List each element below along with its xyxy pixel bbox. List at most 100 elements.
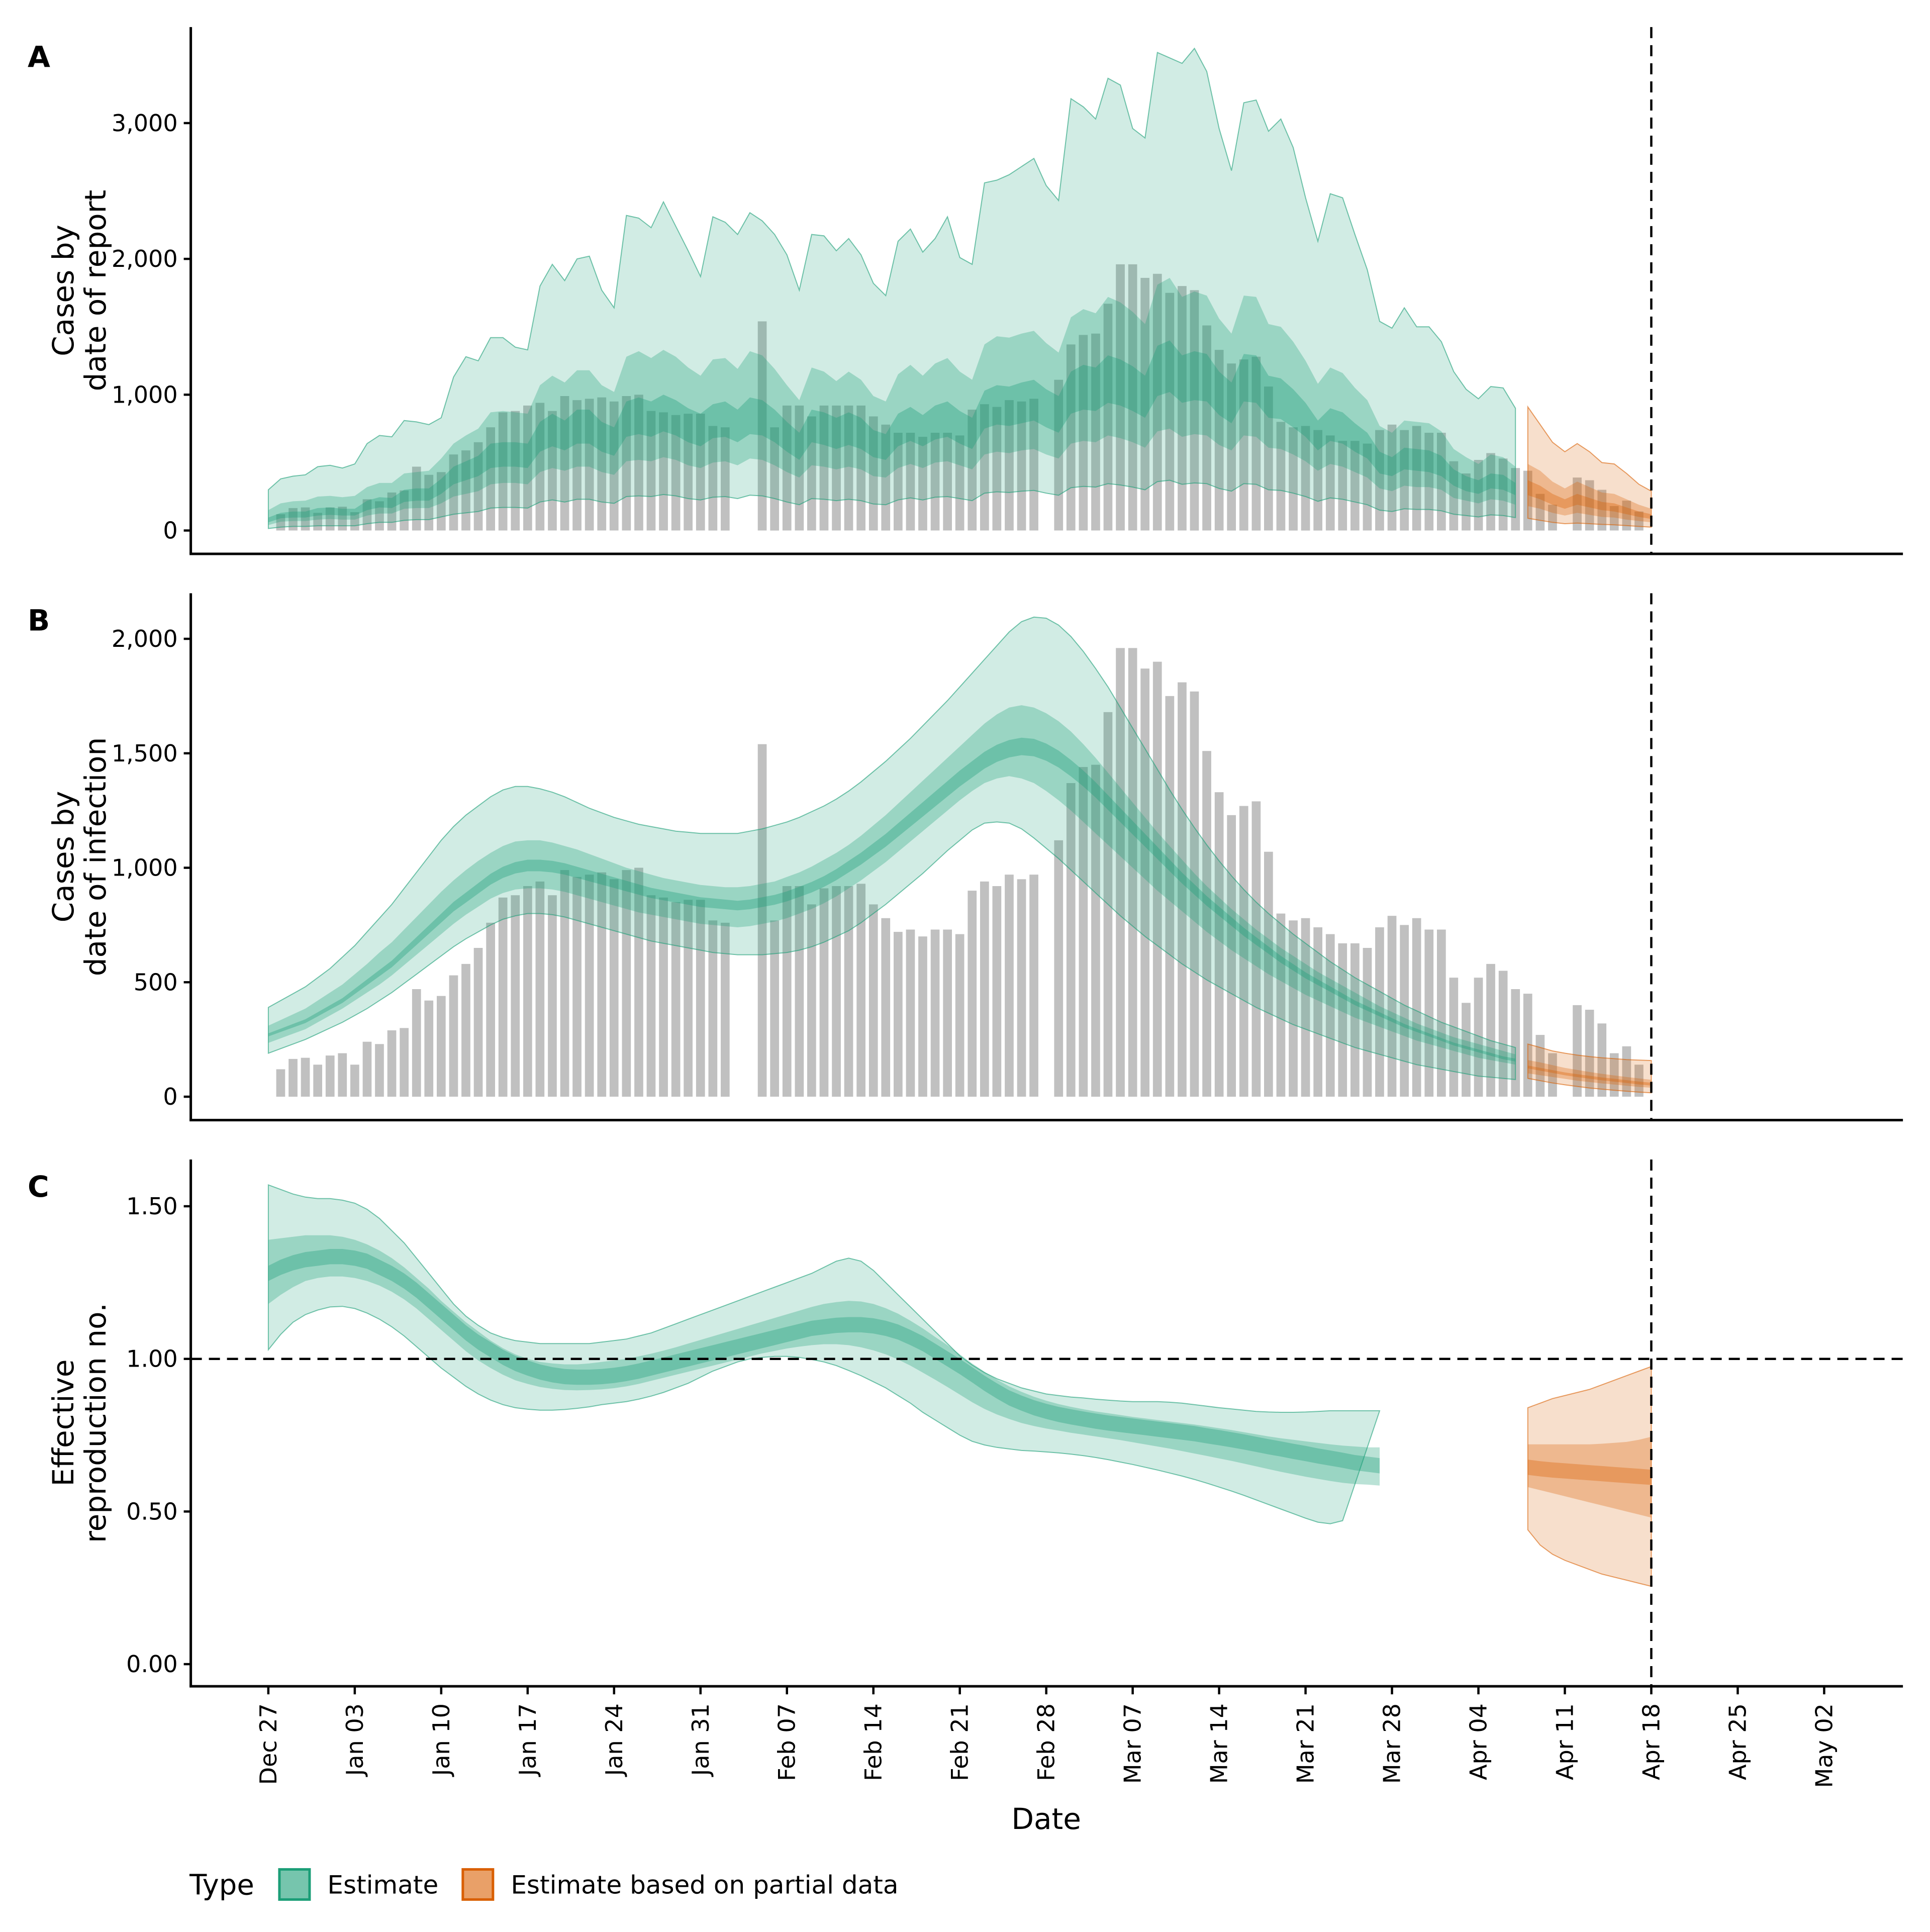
case-bar	[437, 472, 446, 531]
case-bar	[585, 399, 594, 531]
case-bar	[708, 920, 718, 1097]
y-tick-label: 2,000	[112, 245, 178, 272]
case-bar	[646, 895, 656, 1097]
case-bar	[868, 904, 878, 1097]
case-bar	[486, 427, 495, 531]
panel-c-reproduction-number: 0.00 0.50 1.00 1.50 Effectivereproduction no…	[28, 1159, 1903, 1688]
x-axis: Date Dec 27 Jan 03 Jan 10 Jan 17 Jan 24 Jan 3…	[255, 1686, 1838, 1836]
x-tick-label: Feb 21	[946, 1703, 974, 1781]
y-tick-label: 3,000	[112, 110, 178, 137]
case-bar	[634, 395, 643, 531]
case-bar	[1535, 494, 1545, 531]
case-bar	[301, 1057, 310, 1097]
case-bar	[1622, 501, 1631, 531]
case-bar	[943, 929, 952, 1097]
case-bar	[473, 442, 483, 531]
estimate-ci90-band	[267, 616, 1516, 1080]
y-axis-title: Cases bydate of report	[46, 190, 113, 392]
y-axis-title-line: date of infection	[78, 737, 113, 977]
x-tick-label: May 02	[1810, 1703, 1838, 1788]
case-bar	[461, 450, 470, 531]
case-bar	[1486, 963, 1495, 1097]
case-bar	[609, 879, 619, 1097]
case-bar	[498, 897, 508, 1097]
case-bar	[523, 405, 532, 531]
case-bar	[721, 922, 730, 1097]
x-tick-label: Mar 07	[1119, 1703, 1146, 1784]
case-bar	[955, 435, 964, 531]
partial-estimate-ci50-band	[1527, 1436, 1652, 1518]
case-bar	[1190, 290, 1199, 531]
case-bar	[844, 886, 853, 1097]
case-bar	[288, 508, 298, 531]
case-bar	[1597, 1023, 1607, 1097]
y-axis-title-line: Cases by	[46, 791, 80, 923]
y-tick-label: 1.50	[126, 1193, 177, 1220]
case-bar	[1005, 400, 1014, 531]
case-bar	[770, 920, 779, 1097]
x-tick-label: Apr 25	[1724, 1703, 1751, 1780]
case-bar	[955, 934, 964, 1097]
case-bar	[1609, 1053, 1619, 1097]
case-bar	[696, 900, 705, 1097]
x-tick-label: Mar 28	[1379, 1703, 1406, 1784]
case-bar	[387, 1030, 397, 1097]
case-bar	[548, 895, 557, 1097]
case-bar	[1214, 350, 1224, 531]
case-bar	[1054, 840, 1064, 1097]
case-bar	[968, 891, 977, 1097]
case-bar	[1622, 1046, 1631, 1097]
case-bar	[782, 405, 792, 531]
case-bar	[1301, 426, 1310, 531]
case-bar	[511, 895, 520, 1097]
case-bar	[1375, 927, 1384, 1097]
case-bar	[622, 870, 631, 1097]
partial-estimate-ci20-band	[1527, 1066, 1652, 1086]
case-bar	[980, 404, 989, 531]
case-bar	[1597, 490, 1607, 531]
case-bar	[1239, 806, 1248, 1097]
x-tick-label: Feb 28	[1033, 1703, 1060, 1781]
case-bar	[1437, 433, 1446, 531]
case-bar	[795, 886, 804, 1097]
y-tick-label: 1,500	[112, 740, 178, 767]
case-bar	[535, 403, 545, 531]
case-bar	[498, 412, 508, 531]
case-bar	[1585, 1010, 1594, 1097]
partial-estimate-ci90-band	[1527, 405, 1652, 528]
y-tick-label: 1,000	[112, 381, 178, 408]
case-bar	[1227, 363, 1236, 531]
case-bar	[511, 411, 520, 531]
x-tick-label: Apr 04	[1465, 1703, 1492, 1780]
case-bar	[1091, 333, 1100, 531]
case-bar	[1634, 511, 1644, 531]
case-bar	[1573, 1005, 1582, 1097]
case-bar	[424, 474, 434, 531]
case-bar	[832, 886, 841, 1097]
case-bar	[757, 744, 767, 1097]
y-tick-label: 1,000	[112, 854, 178, 882]
y-axis-title: Effectivereproduction no.	[46, 1303, 113, 1543]
case-bar	[1251, 801, 1261, 1097]
case-bar	[1325, 435, 1335, 531]
estimate-ci50-band	[268, 277, 1516, 525]
case-bar	[943, 433, 952, 531]
case-bar	[671, 902, 681, 1097]
case-bar	[1178, 286, 1187, 531]
estimate-ci90-band	[267, 47, 1516, 529]
case-bar	[1313, 430, 1322, 531]
x-tick-label: Jan 24	[601, 1703, 628, 1777]
case-bar	[597, 872, 607, 1097]
x-tick-label: Apr 11	[1551, 1703, 1578, 1780]
case-bar	[1066, 783, 1076, 1097]
x-tick-label: Feb 07	[774, 1703, 801, 1781]
case-bar	[609, 401, 619, 531]
case-bar	[708, 426, 718, 531]
case-bar	[597, 397, 607, 531]
case-bar	[1511, 989, 1520, 1097]
case-bar	[1387, 916, 1397, 1097]
y-axis-title: Cases bydate of infection	[46, 737, 113, 977]
case-bar	[412, 989, 421, 1097]
